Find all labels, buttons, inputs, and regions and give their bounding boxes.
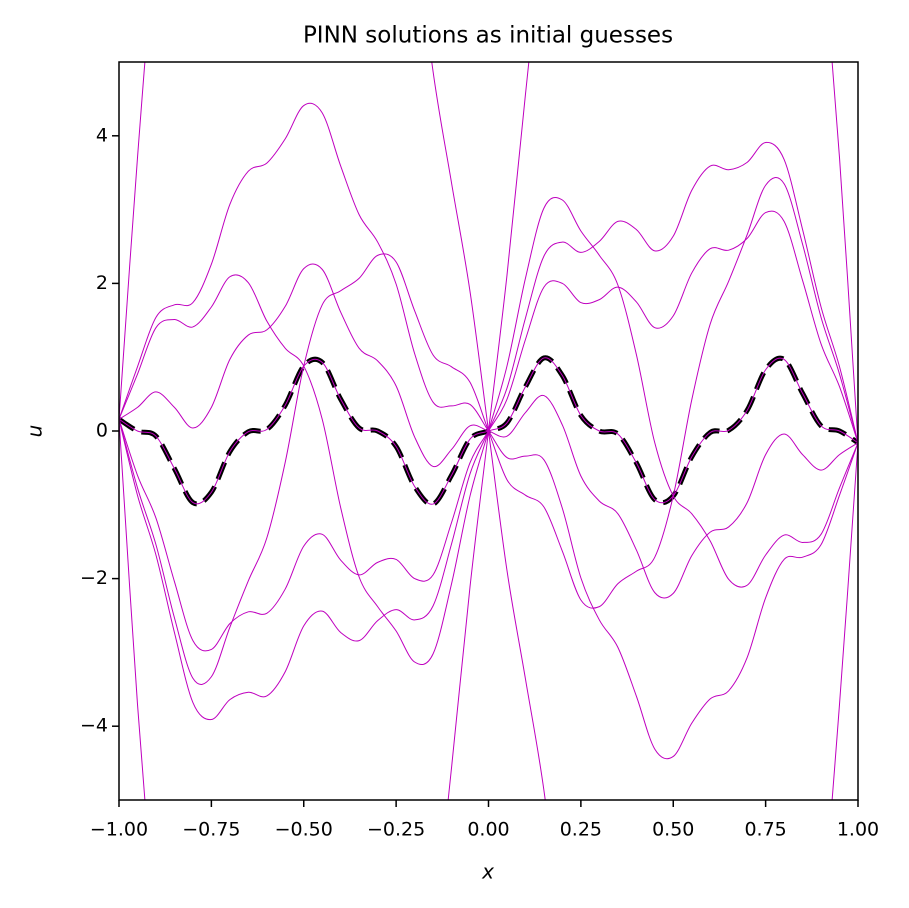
x-tick-label: −1.00 xyxy=(90,819,148,841)
y-axis-label: u xyxy=(23,425,47,438)
x-tick-label: −0.75 xyxy=(182,819,240,841)
x-tick-label: 0.00 xyxy=(467,819,509,841)
x-axis-label: x xyxy=(481,860,494,884)
solution-line xyxy=(119,177,858,685)
x-tick-label: 1.00 xyxy=(837,819,879,841)
x-tick-label: 0.50 xyxy=(652,819,694,841)
y-tick-label: −4 xyxy=(80,715,108,737)
x-tick-label: 0.75 xyxy=(744,819,786,841)
plot-lines xyxy=(119,62,858,800)
y-tick-label: 2 xyxy=(96,272,108,294)
y-tick-label: −2 xyxy=(80,567,108,589)
y-tick-label: 0 xyxy=(96,420,108,442)
x-tick-label: −0.25 xyxy=(367,819,425,841)
y-tick-label: 4 xyxy=(96,124,108,146)
x-tick-label: 0.25 xyxy=(560,819,602,841)
x-tick-label: −0.50 xyxy=(275,819,333,841)
chart-title: PINN solutions as initial guesses xyxy=(303,23,673,49)
